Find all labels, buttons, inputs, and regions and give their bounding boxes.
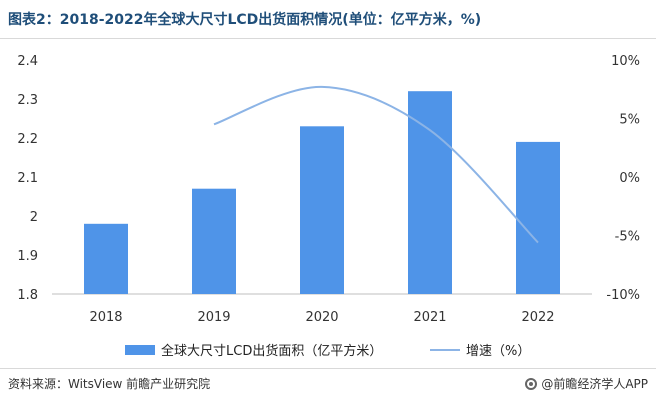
brand-logo-icon: [525, 377, 538, 390]
y-left-tick-label: 2.4: [17, 54, 38, 69]
legend-line-swatch: [430, 348, 460, 351]
legend-item-area: 全球大尺寸LCD出货面积（亿平方米）: [125, 340, 382, 359]
x-tick-label: 2022: [521, 310, 554, 325]
y-left-tick-label: 2.1: [17, 171, 38, 186]
y-right-tick-label: -5%: [615, 230, 640, 245]
x-tick-label: 2018: [89, 310, 122, 325]
bar-2021: [408, 91, 452, 294]
x-tick-label: 2021: [413, 310, 446, 325]
x-tick-label: 2020: [305, 310, 338, 325]
footer-divider: [0, 368, 656, 369]
bar-2022: [516, 141, 560, 294]
chart-legend: 全球大尺寸LCD出货面积（亿平方米） 增速（%）: [0, 340, 656, 360]
y-left-tick-label: 2: [30, 210, 38, 225]
bar-2018: [84, 223, 128, 294]
y-left-tick-label: 1.9: [17, 249, 38, 264]
bar-2019: [192, 188, 236, 294]
y-right-tick-label: -10%: [606, 288, 640, 303]
legend-bar-swatch: [125, 344, 155, 355]
source-note: 资料来源：WitsView 前瞻产业研究院: [8, 377, 211, 391]
legend-label-growth: 增速（%）: [466, 344, 531, 359]
bar-2020: [300, 126, 344, 294]
title-divider: [0, 38, 656, 39]
y-right-tick-label: 5%: [619, 113, 640, 128]
combo-chart: 1.8 1.9 2 2.1 2.2 2.3 2.4 -10% -5% 0% 5% 10% 2018 2…: [17, 54, 640, 325]
legend-item-growth: 增速（%）: [430, 340, 530, 359]
y-left-tick-label: 1.8: [17, 288, 38, 303]
y-left-tick-label: 2.3: [17, 93, 38, 108]
brand-text: @前瞻经济学人APP: [541, 377, 648, 391]
x-tick-label: 2019: [197, 310, 230, 325]
y-right-tick-label: 0%: [619, 171, 640, 186]
brand-credit: @前瞻经济学人APP: [525, 375, 648, 392]
chart-title: 图表2：2018-2022年全球大尺寸LCD出货面积情况(单位：亿平方米，%): [8, 12, 482, 28]
legend-label-area: 全球大尺寸LCD出货面积（亿平方米）: [161, 344, 383, 359]
y-left-tick-label: 2.2: [17, 132, 38, 147]
growth-rate-line: [213, 85, 539, 244]
y-right-tick-label: 10%: [611, 54, 640, 69]
